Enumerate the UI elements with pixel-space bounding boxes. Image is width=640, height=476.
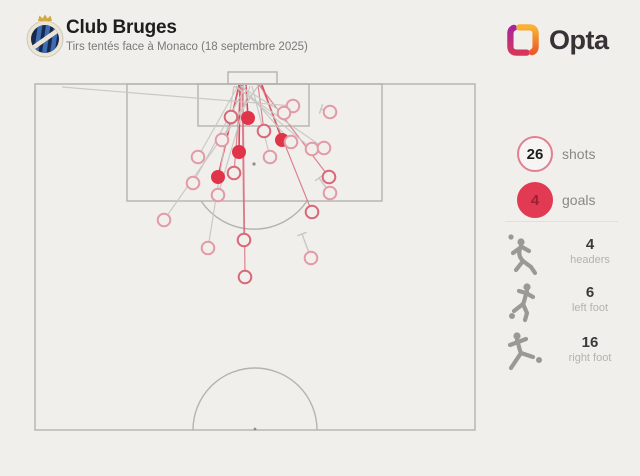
shot-marker-goal (241, 111, 255, 125)
opta-logo-icon (507, 24, 539, 56)
shot-marker-on_target (236, 232, 252, 248)
crest-crown (38, 14, 52, 21)
shot-marker-blocked (322, 104, 338, 120)
shot-marker-on_target (304, 204, 320, 220)
shot-line-off_target (61, 86, 294, 107)
shot-marker-blocked (322, 185, 338, 201)
shot-marker-on_target (256, 123, 272, 139)
shot-marker-off_target (210, 187, 226, 203)
shot-line-off_target (163, 85, 259, 221)
penalty-arc (200, 200, 308, 230)
headers-count: 4 (585, 236, 595, 253)
shot-line-off_target (239, 85, 285, 114)
blocked-cap (318, 104, 324, 114)
shot-marker-off_target (156, 212, 172, 228)
shots-label: shots (562, 146, 596, 162)
blocked-cap (314, 174, 324, 182)
shot-line-off_target (241, 85, 292, 143)
shot-marker-blocked (303, 250, 319, 266)
shot-marker-off_target (185, 175, 201, 191)
shot-marker-on_target (321, 169, 337, 185)
right-foot-count: 16 (581, 334, 599, 351)
shot-line-off_target (197, 85, 239, 158)
pitch-boundary (34, 83, 476, 431)
shot-line-off_target (251, 85, 271, 158)
blocked-cap (297, 231, 307, 237)
shot-marker-on_target (226, 165, 242, 181)
shot-marker-on_target (223, 109, 239, 125)
shot-marker-off_target (190, 149, 206, 165)
shot-marker-off_target (276, 105, 292, 121)
shot-line-on_target (258, 84, 330, 178)
shots-count-badge: 26 (517, 136, 553, 172)
shot-marker-off_target (304, 141, 320, 157)
shot-marker-goal (211, 170, 225, 184)
shot-marker-off_target (262, 149, 278, 165)
shot-marker-on_target (237, 269, 253, 285)
goals-label: goals (562, 192, 596, 208)
shot-line-on_target (260, 84, 313, 213)
left-foot-label: left foot (571, 302, 609, 314)
goals-count-badge: 4 (517, 182, 553, 218)
headers-label: headers (570, 254, 610, 266)
shot-marker-off_target (214, 132, 230, 148)
centre-spot (253, 427, 257, 431)
club-bruges-crest (26, 14, 64, 58)
shot-marker-goal (232, 145, 246, 159)
opta-logo-text: Opta (549, 24, 609, 55)
right-foot-label: right foot (568, 352, 612, 364)
header-icon (508, 234, 538, 276)
shot-marker-off_target (200, 240, 216, 256)
page-subtitle: Tirs tentés face à Monaco (18 septembre … (66, 41, 308, 53)
breakdown-row-right-foot: 16 right foot (503, 330, 633, 374)
shot-marker-off_target (283, 134, 299, 150)
shot-marker-off_target (316, 140, 332, 156)
page-title: Club Bruges (66, 17, 177, 38)
opta-logo: Opta (505, 22, 609, 58)
centre-circle (192, 367, 318, 431)
breakdown-row-left-foot: 6 left foot (503, 280, 633, 324)
panel-divider (505, 221, 618, 222)
left-foot-count: 6 (585, 284, 595, 301)
penalty-spot (252, 162, 256, 166)
right-foot-icon (507, 332, 542, 371)
goal-frame (227, 71, 278, 85)
left-foot-icon (509, 283, 536, 323)
breakdown-row-headers: 4 headers (503, 232, 633, 276)
